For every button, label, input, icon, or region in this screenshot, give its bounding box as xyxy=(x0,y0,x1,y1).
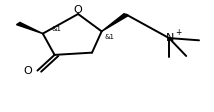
Text: O: O xyxy=(74,4,82,15)
Text: &1: &1 xyxy=(51,26,61,32)
Text: N: N xyxy=(166,32,174,43)
Polygon shape xyxy=(16,22,43,34)
Text: +: + xyxy=(175,28,182,37)
Text: &1: &1 xyxy=(105,34,115,40)
Polygon shape xyxy=(102,14,128,31)
Text: O: O xyxy=(24,66,32,76)
